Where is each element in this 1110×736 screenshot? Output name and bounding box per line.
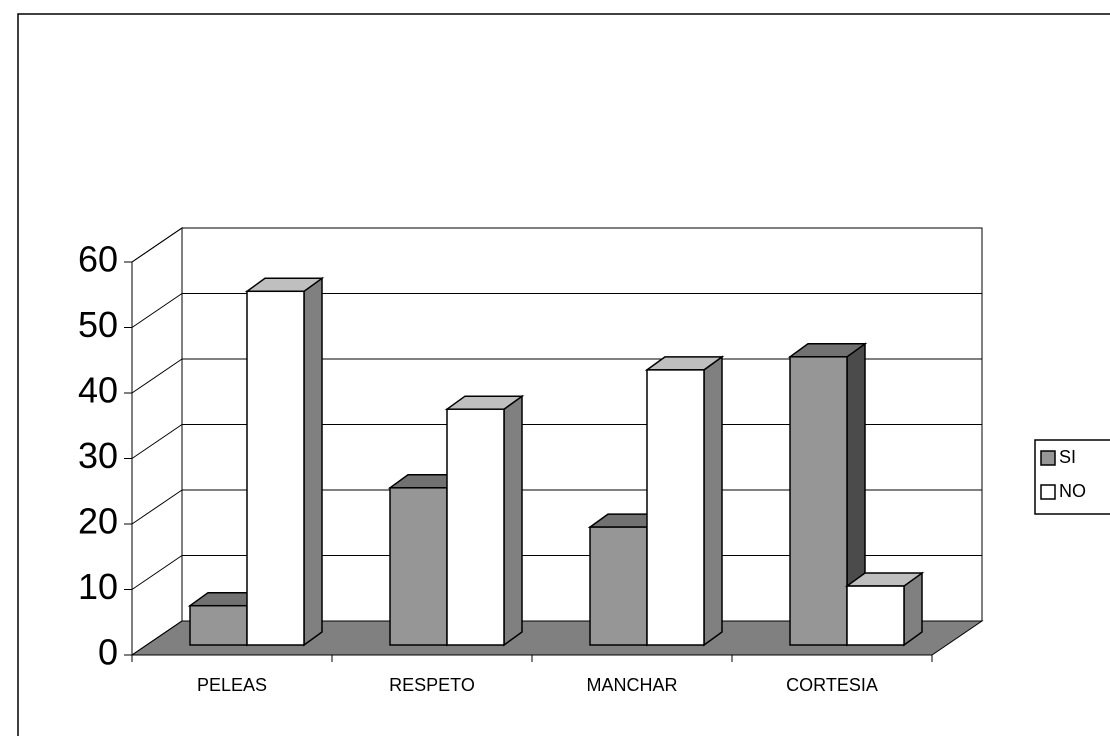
grid-line — [131, 555, 183, 590]
bar-side — [503, 394, 523, 647]
bar — [589, 526, 648, 646]
grid-line — [131, 424, 183, 459]
legend-swatch — [1040, 484, 1056, 500]
grid-line — [131, 620, 183, 656]
x-tick-label: RESPETO — [389, 675, 475, 695]
bar — [446, 408, 505, 646]
grid-line — [131, 293, 183, 328]
y-tick-label: 20 — [78, 501, 118, 542]
y-tick-label: 30 — [78, 435, 118, 476]
bar — [389, 487, 448, 646]
grid-line — [131, 358, 183, 394]
legend-swatch — [1040, 450, 1056, 466]
y-tick-label: 0 — [98, 632, 118, 673]
bar — [189, 604, 248, 646]
bar — [646, 369, 705, 646]
y-tick-label: 50 — [78, 304, 118, 345]
y-tick-label: 10 — [78, 566, 118, 607]
bar — [789, 356, 848, 646]
bar — [246, 290, 305, 646]
grid-line — [131, 489, 183, 525]
x-tick-label: MANCHAR — [586, 675, 677, 695]
legend-label: SI — [1059, 447, 1076, 467]
bar-side — [703, 355, 723, 647]
bar — [846, 585, 905, 646]
bar-side — [303, 276, 323, 647]
y-tick-label: 40 — [78, 370, 118, 411]
grid-line — [131, 227, 183, 263]
legend-label: NO — [1059, 481, 1086, 501]
y-tick-label: 60 — [78, 239, 118, 280]
x-tick-label: CORTESIA — [786, 675, 878, 695]
x-tick-label: PELEAS — [197, 675, 267, 695]
